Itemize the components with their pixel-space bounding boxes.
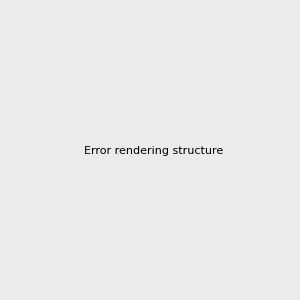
Text: Error rendering structure: Error rendering structure (84, 146, 224, 157)
